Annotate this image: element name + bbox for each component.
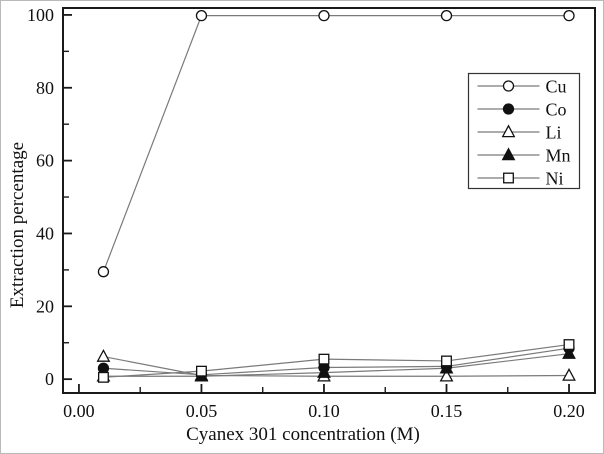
legend-marker-co <box>502 103 515 115</box>
marker-cu-point <box>563 9 575 22</box>
legend-label-ni: Ni <box>546 169 564 189</box>
legend-marker-cu <box>502 80 515 92</box>
marker-li-point <box>439 368 454 382</box>
marker-li-point <box>562 367 576 381</box>
marker-cu-point <box>97 266 110 278</box>
marker-ni-point <box>563 339 575 351</box>
y-tick-label: 60 <box>36 151 54 171</box>
marker-cu-point <box>195 9 208 22</box>
y-tick-label: 40 <box>36 223 54 243</box>
legend-label-co: Co <box>546 100 567 120</box>
y-tick-label: 20 <box>36 296 54 316</box>
x-tick-label: 0.15 <box>431 401 463 421</box>
y-tick-label: 80 <box>36 78 54 98</box>
legend-box <box>467 72 581 190</box>
legend-marker-mn <box>501 147 516 161</box>
legend-marker-ni <box>503 172 514 184</box>
legend-label-li: Li <box>546 123 562 143</box>
x-tick-label: 0.20 <box>553 401 585 421</box>
x-tick-label: 0.05 <box>186 401 218 421</box>
x-tick-label: 0.10 <box>308 401 340 421</box>
marker-mn-point <box>317 365 331 378</box>
plot-frame <box>62 7 596 394</box>
legend-label-cu: Cu <box>546 77 567 97</box>
legend-marker-li <box>501 124 516 138</box>
marker-cu-point <box>318 9 330 22</box>
marker-li-point <box>96 349 111 362</box>
marker-mn-point <box>562 346 576 359</box>
marker-mn-point <box>439 360 454 374</box>
y-tick-label: 100 <box>27 5 54 25</box>
marker-ni-point <box>318 353 330 365</box>
marker-ni-point <box>97 371 109 383</box>
x-tick-label: 0.00 <box>63 401 95 421</box>
y-axis-title: Extraction percentage <box>7 141 28 309</box>
y-tick-label: 0 <box>45 369 54 389</box>
marker-ni-point <box>196 365 207 377</box>
marker-cu-point <box>440 9 453 22</box>
legend-label-mn: Mn <box>546 146 571 166</box>
marker-ni-point <box>441 355 452 367</box>
x-axis-title: Cyanex 301 concentration (M) <box>186 424 420 445</box>
